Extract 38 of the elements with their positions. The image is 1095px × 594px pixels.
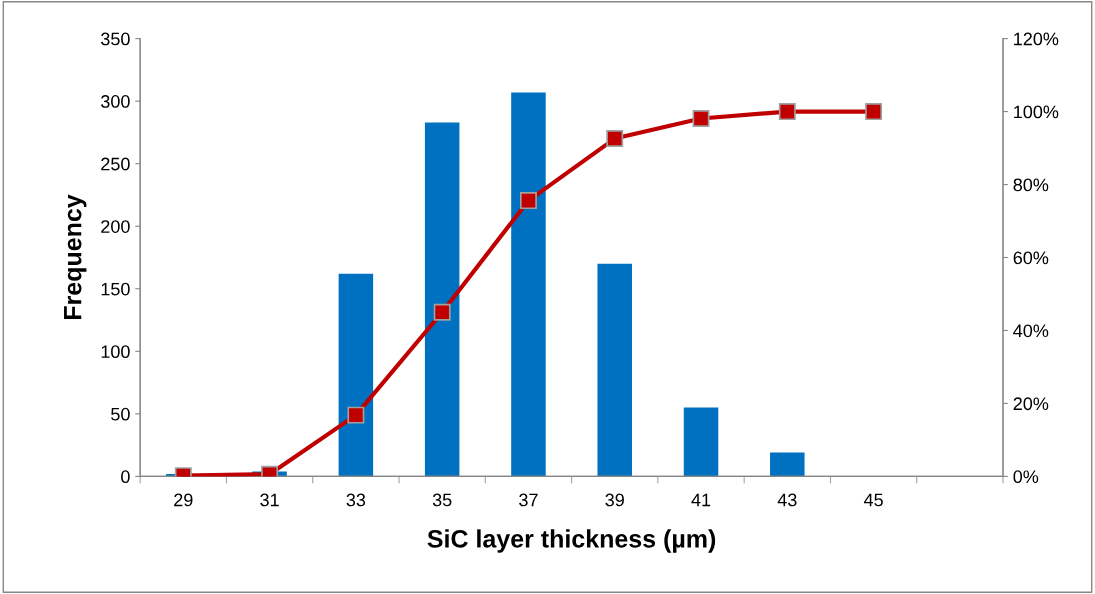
x-tick-label: 41 [691,493,711,507]
y-tick-label: 350 [101,32,130,46]
bar [511,92,546,477]
y2-tick-label: 100% [1014,105,1059,119]
y2-tick-label: 80% [1013,178,1049,192]
point [519,192,537,210]
y2-tick-label: 120% [1014,32,1059,46]
x-tick-label: 39 [605,493,624,507]
y-tick-label: 0 [121,470,130,484]
y2-tick-label: 20% [1013,397,1049,411]
x-tick-label: 45 [863,493,883,507]
y-tick-label: 150 [101,282,130,296]
y-tick-label: 50 [111,407,130,421]
y-tick-label: 200 [101,220,130,233]
point [865,103,883,121]
x-tick-label: 43 [777,493,797,507]
point [606,130,624,148]
bar [338,273,374,477]
y-axis-title: Frequency [64,194,87,320]
y2-tick-label: 40% [1013,324,1049,338]
bar [683,407,719,477]
x-tick-label: 31 [260,493,279,507]
bar [424,122,460,477]
x-tick-label: 37 [519,493,538,507]
y2-tick-label: 0% [1013,470,1039,484]
point [433,303,451,321]
bar [597,263,632,477]
y-tick-label: 100 [101,345,130,359]
bar [770,452,805,477]
y-tick-label: 250 [101,157,130,171]
point [778,103,796,121]
x-tick-label: 29 [174,493,193,507]
y-tick-label: 300 [101,95,130,108]
x-tick-label: 33 [346,493,366,507]
x-axis-title: SiC layer thickness (µm) [427,529,716,553]
y2-tick-label: 60% [1013,251,1049,265]
x-tick-label: 35 [432,493,452,507]
point [692,110,710,127]
